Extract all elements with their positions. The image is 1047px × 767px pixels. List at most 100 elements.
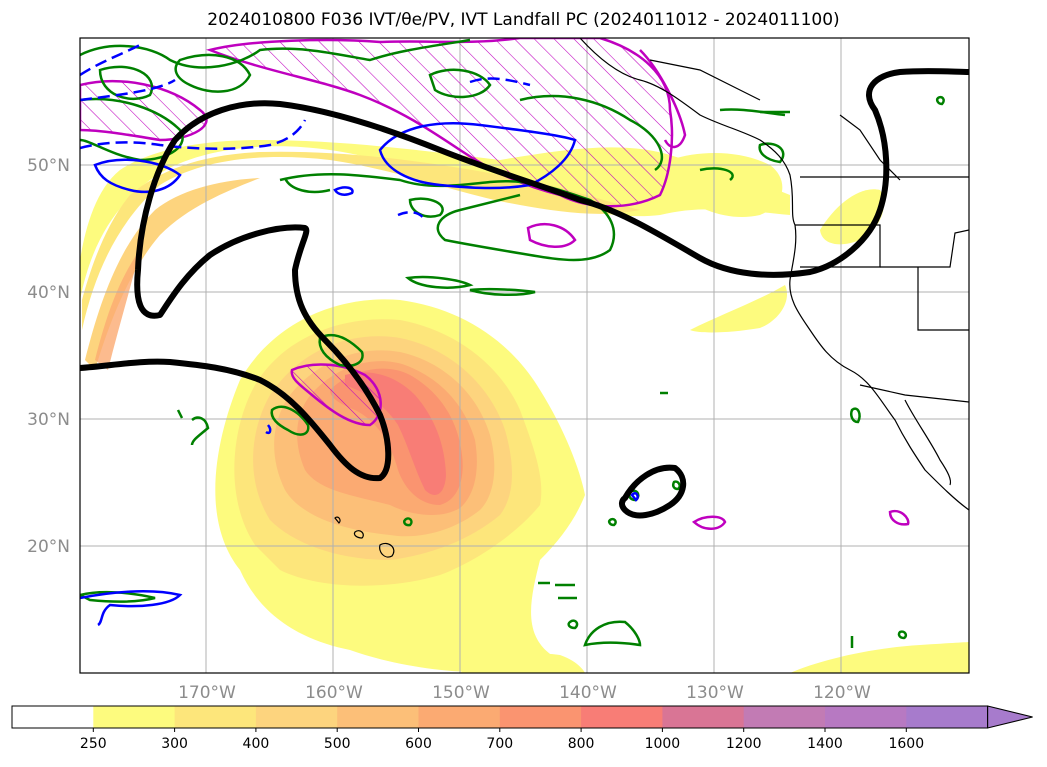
pv-contour-small-8 — [935, 95, 945, 106]
landfall-pc-region-east — [639, 49, 687, 149]
pv-contour-arctic-2 — [519, 94, 664, 172]
ivt-band-300-northwest — [82, 151, 640, 330]
colorbar-segment — [743, 706, 826, 728]
pv-contour-15n — [80, 590, 156, 603]
border-state-2 — [917, 267, 969, 331]
colorbar-tick-label: 1200 — [726, 736, 762, 752]
theta-e-contour-north-dashed-3 — [80, 78, 176, 102]
pv-contour-mid-5 — [469, 287, 536, 297]
map-content — [80, 38, 969, 673]
theta-e-contour-mid-small — [333, 186, 354, 196]
pv-contour-north-3 — [174, 53, 252, 93]
longitude-label: 160°W — [305, 683, 363, 703]
theta-e-contours — [80, 43, 639, 627]
colorbar-tick-label: 800 — [568, 736, 595, 752]
colorbar: 250 300 400 500 600 700 800 1000 1200 1400 1600 — [11, 705, 1033, 752]
pv-contour-coast-3 — [699, 167, 734, 181]
colorbar-tick-label: 400 — [243, 736, 270, 752]
latitude-label: 40°N — [27, 283, 70, 303]
ivt-band-600-northwest — [95, 250, 140, 370]
colorbar-tick-label: 1000 — [645, 736, 681, 752]
colorbar-segment — [581, 706, 663, 728]
ivt-landfall-contour-main — [80, 68, 969, 482]
colorbar-segment — [662, 706, 745, 728]
landfall-pc-region-22n-b — [888, 509, 910, 526]
colorbar-segment — [255, 706, 338, 728]
colorbar-segment — [174, 706, 257, 728]
coastline-alaska — [579, 38, 796, 226]
ivt-band-southeast — [790, 642, 969, 673]
colorbar-segment — [93, 706, 176, 728]
theta-e-contour-mid — [378, 122, 577, 190]
theta-e-contour-30n — [265, 424, 272, 435]
theta-e-contour-north-solid — [93, 158, 182, 194]
pv-contour-mid-3 — [408, 197, 444, 218]
pv-contour-small-12 — [402, 517, 413, 527]
landfall-pc-region-22n-a — [691, 515, 727, 530]
coastline-hawaii-3 — [334, 516, 341, 524]
colorbar-tick-label: 700 — [486, 736, 513, 752]
longitude-label: 170°W — [178, 683, 236, 703]
theta-e-contour-north-dashed-2 — [80, 43, 141, 77]
coastline-north-america-west — [789, 224, 969, 511]
map-title: 2024010800 F036 IVT/θe/PV, IVT Landfall … — [207, 10, 840, 30]
longitude-label: 120°W — [813, 683, 871, 703]
pv-contour-mid-4 — [405, 275, 474, 289]
coastline-baja — [904, 399, 952, 486]
pv-contour-small-7 — [897, 630, 908, 640]
pv-contour-13n — [583, 620, 642, 647]
pv-contour-north-1 — [80, 38, 471, 69]
pv-contour-coast-1 — [719, 108, 786, 117]
theta-e-contour-mid-dashed — [397, 211, 427, 221]
theta-e-contour-north-dashed — [80, 119, 307, 150]
longitude-label: 150°W — [432, 683, 490, 703]
ivt-blob-800 — [345, 372, 446, 495]
coastline-hawaii-2 — [353, 530, 364, 539]
pv-contour-small-5 — [850, 407, 861, 424]
latitude-labels: 50°N 40°N 30°N 20°N — [27, 156, 70, 557]
border-state-1 — [795, 224, 881, 268]
theta-e-contour-15n — [80, 590, 183, 627]
pv-contour-mid-1 — [279, 172, 616, 262]
ivt-band-south — [460, 653, 585, 673]
longitude-label: 130°W — [686, 683, 744, 703]
theta-e-contour-north-dashed-4 — [469, 77, 531, 87]
latitude-label: 50°N — [27, 156, 70, 176]
colorbar-tick-label: 1400 — [807, 736, 843, 752]
colorbar-segment — [418, 706, 501, 728]
pv-contour-32n — [318, 333, 364, 367]
pv-contour-small-13 — [671, 480, 681, 491]
colorbar-segment — [12, 706, 94, 728]
pv-contour-30n-b — [176, 409, 184, 419]
colorbar-tick-label: 300 — [161, 736, 188, 752]
colorbar-segment — [825, 706, 907, 728]
landfall-pc-region-central — [205, 38, 674, 208]
coastline-islands-north — [649, 59, 761, 101]
pv-contour-small-11 — [607, 517, 617, 527]
colorbar-extend-arrow — [987, 705, 1033, 729]
landfall-pc-regions — [80, 38, 910, 530]
pv-contour-coast-2 — [758, 142, 785, 164]
ivt-landfall-contour-loop — [619, 464, 687, 519]
ivt-landfall-contours — [80, 68, 969, 519]
colorbar-segment — [499, 706, 582, 728]
coastlines — [334, 38, 969, 558]
longitude-labels: 170°W 160°W 150°W 140°W 130°W 120°W — [178, 683, 871, 703]
pv-contour-small-4 — [567, 619, 579, 630]
colorbar-segment — [337, 706, 419, 728]
longitude-label: 140°W — [559, 683, 617, 703]
pv-contour-mid-2 — [283, 177, 331, 194]
pv-contour-32n-b — [270, 405, 310, 436]
colorbar-tick-label: 600 — [405, 736, 432, 752]
pv-contour-arctic-1 — [428, 68, 492, 99]
theta-e-contour-24n — [630, 492, 639, 502]
colorbar-tick-label: 500 — [324, 736, 351, 752]
landfall-pc-region-small-45n — [526, 223, 577, 248]
colorbar-tick-label: 250 — [80, 736, 107, 752]
border-state-3 — [880, 229, 969, 268]
latitude-label: 30°N — [27, 410, 70, 430]
latitude-label: 20°N — [27, 537, 70, 557]
map-frame — [79, 37, 970, 674]
ivt-band-400-northwest — [85, 178, 260, 370]
